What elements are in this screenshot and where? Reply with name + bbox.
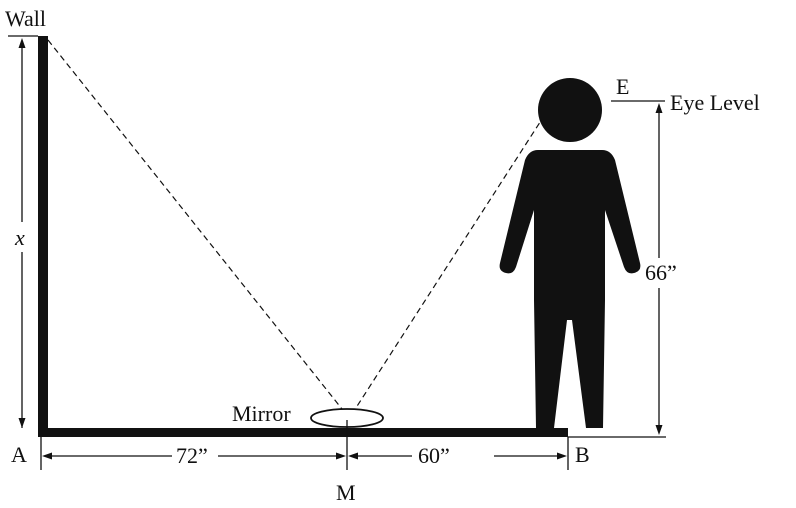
sight-line-wall [47, 39, 347, 415]
sight-lines [47, 39, 545, 415]
point-e-label: E [616, 74, 629, 99]
person-head [538, 78, 602, 142]
floor-dimensions [40, 420, 569, 470]
height-label: 66” [645, 260, 677, 285]
point-a-label: A [11, 442, 27, 467]
mirror-label: Mirror [232, 401, 291, 426]
person-body [499, 150, 641, 428]
eye-level-label: Eye Level [670, 90, 760, 115]
floor [38, 428, 568, 437]
height-dimension [568, 100, 666, 438]
person [499, 78, 641, 428]
distance-am-label: 72” [176, 443, 208, 468]
point-m-label: M [336, 480, 356, 505]
x-label: x [14, 225, 25, 250]
wall [38, 36, 48, 436]
distance-mb-label: 60” [418, 443, 450, 468]
point-b-label: B [575, 442, 590, 467]
x-dimension [8, 35, 38, 428]
wall-label: Wall [5, 6, 46, 31]
sight-line-eye [351, 115, 545, 415]
